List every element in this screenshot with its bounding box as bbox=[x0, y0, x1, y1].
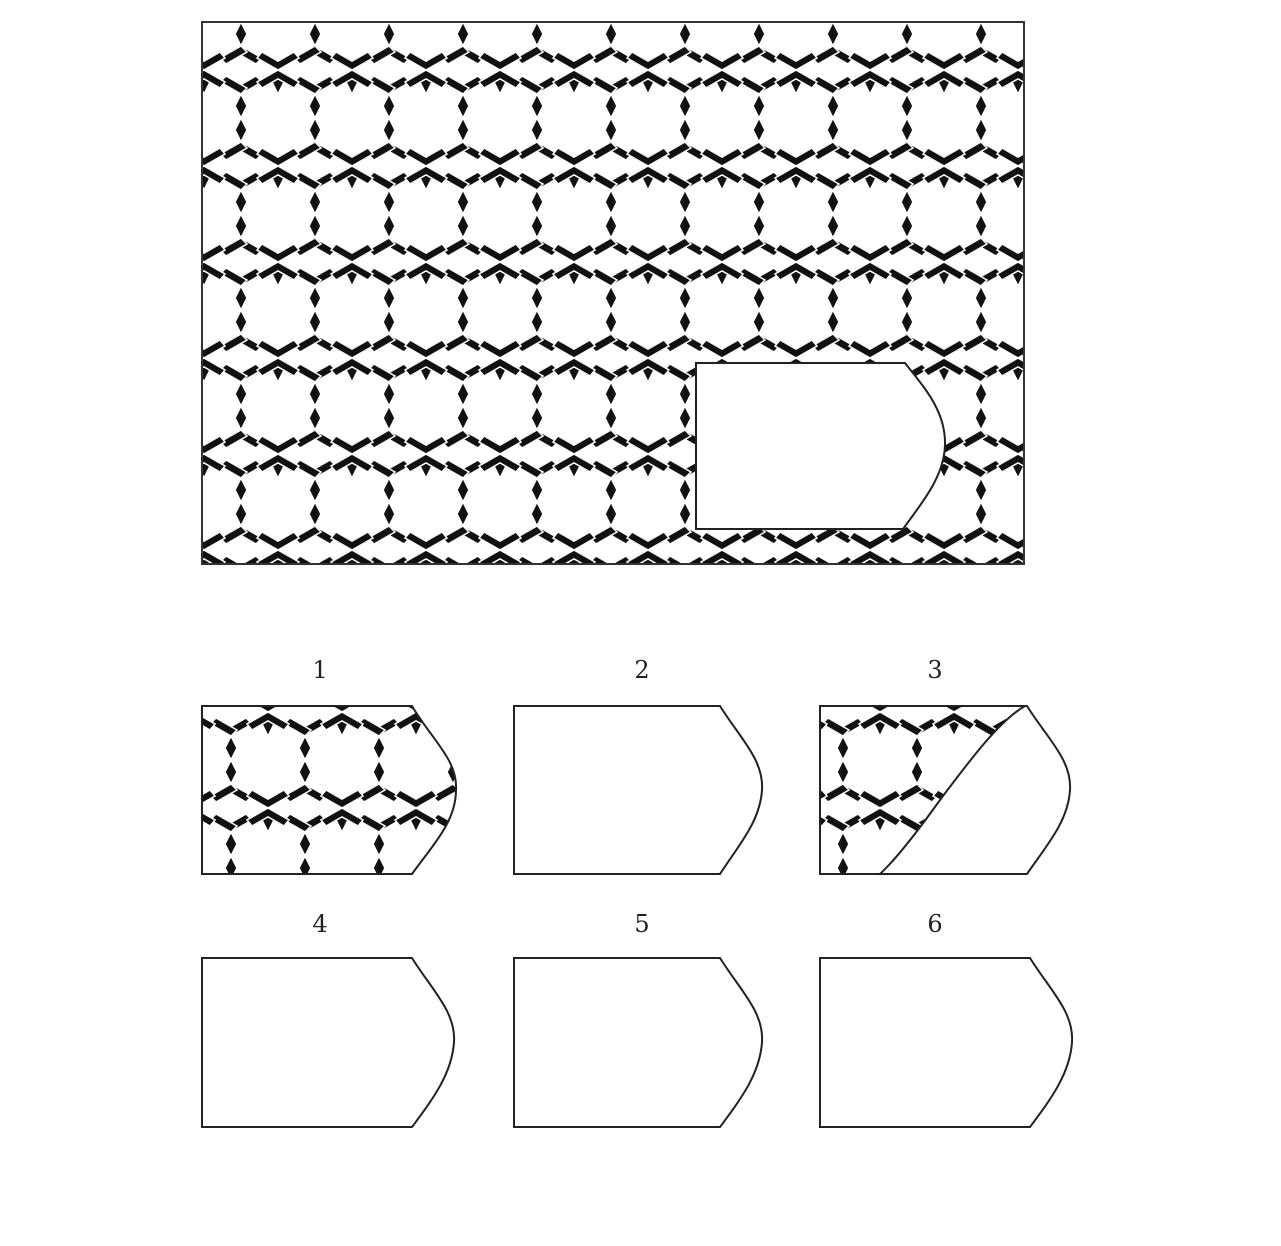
option-4[interactable]: 4 bbox=[201, 910, 456, 1128]
main-pattern-panel bbox=[201, 21, 1025, 565]
option-1-label: 1 bbox=[312, 656, 327, 684]
option-2-shape bbox=[513, 705, 764, 875]
option-5-shape bbox=[513, 957, 764, 1128]
option-4-label: 4 bbox=[312, 910, 327, 938]
option-6-label: 6 bbox=[927, 910, 942, 938]
option-3-inner-curve bbox=[879, 705, 1026, 875]
option-2[interactable]: 2 bbox=[513, 656, 764, 875]
option-5-label: 5 bbox=[634, 910, 649, 938]
option-4-shape bbox=[201, 957, 456, 1128]
option-1[interactable]: 1 bbox=[201, 656, 462, 876]
option-3[interactable]: 3 bbox=[819, 656, 1072, 876]
option-3-shape bbox=[819, 705, 1072, 875]
option-3-label: 3 bbox=[927, 656, 942, 684]
option-6-shape bbox=[819, 957, 1074, 1128]
option-6[interactable]: 6 bbox=[819, 910, 1074, 1128]
option-2-label: 2 bbox=[634, 656, 649, 684]
option-1-shape bbox=[201, 705, 458, 875]
option-5[interactable]: 5 bbox=[513, 910, 764, 1128]
missing-piece-slot bbox=[695, 362, 947, 530]
